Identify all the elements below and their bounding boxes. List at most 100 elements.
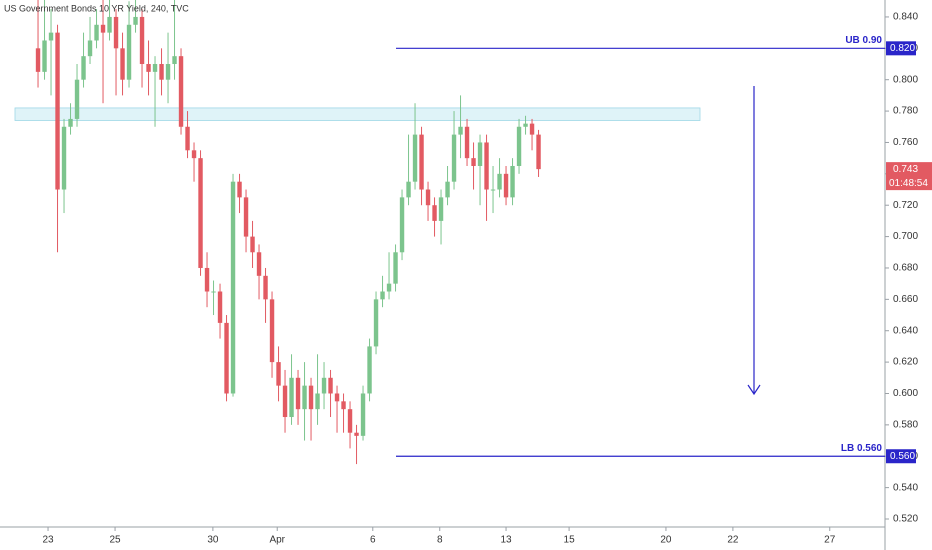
x-tick-label: Apr — [269, 535, 285, 546]
candle-body — [438, 197, 444, 221]
candle-body — [412, 134, 418, 182]
x-tick-label: 30 — [207, 535, 219, 546]
candle-body — [269, 299, 275, 363]
candle-body — [477, 142, 483, 166]
candles — [35, 0, 541, 465]
candle-body — [419, 134, 424, 190]
chart-title: US Government Bonds 10 YR Yield, 240, TV… — [4, 3, 189, 13]
candle-body — [399, 197, 405, 253]
candle-body — [217, 291, 223, 323]
y-tick-label: 0.520 — [893, 514, 918, 525]
candle-body — [393, 252, 398, 284]
candle-body — [516, 126, 522, 166]
candle-body — [536, 134, 541, 170]
candle-body — [94, 24, 99, 41]
candle-body — [458, 126, 463, 135]
candle-body — [523, 123, 528, 127]
candle-body — [107, 16, 112, 33]
candle-body — [87, 40, 93, 57]
x-tick-label: 8 — [437, 535, 443, 546]
y-tick-label: 0.840 — [893, 12, 918, 23]
candle-body — [74, 79, 80, 119]
candle-body — [484, 142, 489, 190]
candle-body — [354, 432, 359, 436]
candle-body — [471, 158, 476, 166]
candle-body — [165, 64, 171, 80]
candle-body — [406, 181, 411, 198]
candle-body — [360, 393, 366, 436]
x-tick-label: 22 — [727, 535, 739, 546]
y-tick-label: 0.620 — [893, 357, 918, 368]
level-price-label: 0.560 — [890, 451, 915, 462]
candle-body — [237, 181, 242, 198]
y-tick-label: 0.660 — [893, 294, 918, 305]
candle-body — [185, 126, 190, 151]
candle-body — [334, 393, 340, 402]
candle-body — [159, 64, 164, 80]
candle-body — [432, 205, 437, 221]
y-tick-label: 0.720 — [893, 200, 918, 211]
candle-body — [464, 126, 470, 159]
candle-body — [451, 134, 457, 182]
candle-body — [347, 409, 353, 433]
resistance-zone — [14, 107, 701, 121]
candle-body — [289, 377, 294, 418]
candle-body — [490, 189, 496, 191]
candle-body — [256, 252, 262, 276]
candle-body — [198, 158, 203, 268]
level-label: UB 0.90 — [845, 35, 882, 46]
candle-body — [380, 291, 385, 300]
candle-body — [204, 267, 210, 292]
y-tick-label: 0.760 — [893, 137, 918, 148]
candle-body — [113, 16, 119, 49]
candle-body — [48, 32, 54, 41]
candle-body — [321, 377, 327, 394]
y-tick-label: 0.700 — [893, 231, 918, 242]
candle-body — [250, 236, 255, 253]
candle-body — [178, 56, 184, 127]
candle-body — [68, 118, 73, 127]
candle-body — [100, 24, 106, 33]
candle-body — [42, 40, 47, 72]
candle-body — [152, 64, 158, 72]
candle-body — [61, 126, 67, 190]
candle-body — [529, 123, 535, 135]
last-price-label: 0.743 — [893, 164, 918, 175]
candle-body — [139, 16, 145, 65]
candle-body — [55, 32, 60, 190]
x-tick-label: 25 — [109, 535, 121, 546]
last-price-box — [886, 162, 932, 191]
level-price-box — [886, 41, 916, 56]
candle-body — [315, 393, 320, 410]
countdown-label: 01:48:54 — [889, 178, 928, 189]
candle-body — [146, 64, 151, 72]
y-tick-label: 0.800 — [893, 74, 918, 85]
y-tick-label: 0.580 — [893, 420, 918, 431]
candle-body — [276, 362, 281, 386]
candle-body — [373, 299, 379, 347]
candle-body — [386, 283, 392, 292]
x-tick-label: 23 — [42, 535, 54, 546]
candle-body — [295, 377, 301, 410]
candle-body — [445, 181, 450, 198]
candle-body — [35, 48, 41, 72]
candle-body — [341, 401, 346, 410]
candle-body — [126, 24, 132, 80]
candle-body — [243, 197, 249, 237]
y-tick-label: 0.780 — [893, 106, 918, 117]
candle-body — [328, 377, 333, 394]
x-tick-label: 20 — [660, 535, 672, 546]
level-label: LB 0.560 — [841, 443, 883, 454]
candle-body — [510, 165, 515, 198]
candle-body — [133, 16, 138, 25]
x-tick-label: 27 — [824, 535, 836, 546]
x-tick-label: 15 — [564, 535, 576, 546]
candle-body — [308, 385, 314, 410]
y-tick-label: 0.540 — [893, 482, 918, 493]
candle-body — [120, 48, 125, 80]
level-price-label: 0.820 — [890, 43, 915, 54]
candle-body — [224, 322, 229, 394]
candle-body — [172, 56, 177, 65]
candle-body — [425, 189, 431, 206]
